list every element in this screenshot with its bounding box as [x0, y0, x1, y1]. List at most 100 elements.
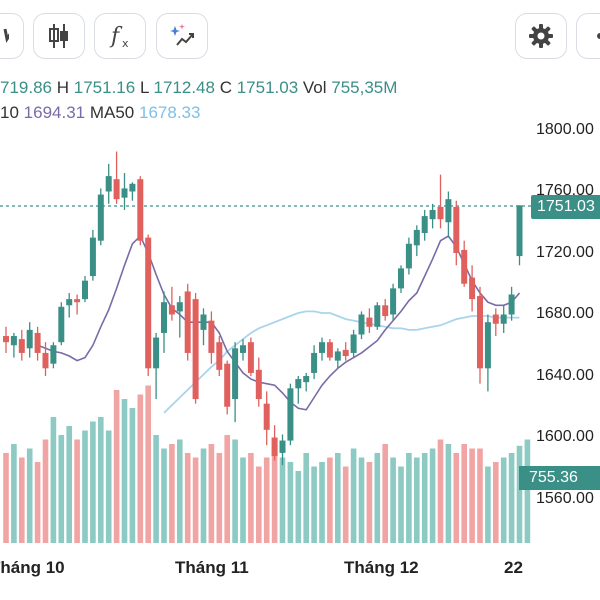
candle-body	[303, 376, 310, 383]
candle-body	[113, 179, 120, 200]
volume-bar	[240, 457, 246, 543]
volume-bar	[508, 453, 515, 543]
volume-bar	[232, 439, 238, 543]
candle-body	[34, 332, 41, 353]
volume-bar	[216, 453, 223, 543]
volume-bar	[169, 444, 175, 543]
candle-body	[137, 179, 144, 241]
candle-body	[508, 294, 515, 315]
volume-bar	[398, 466, 404, 543]
x-tick-label: Tháng 11	[175, 558, 249, 577]
candle-body	[492, 314, 499, 324]
candle-body	[350, 334, 357, 353]
candle-body	[374, 305, 381, 327]
candle-body	[42, 352, 49, 369]
magic-button[interactable]	[156, 13, 208, 59]
volume-bar	[192, 457, 199, 543]
volume-bar	[437, 439, 444, 543]
candle-body	[500, 314, 507, 324]
volume-bar	[516, 445, 523, 543]
ma-legend: 10 1694.31 MA50 1678.33	[0, 103, 200, 123]
volume-bar	[485, 466, 491, 543]
candle-body	[311, 352, 318, 373]
x-tick-label: 22	[504, 558, 523, 577]
ma10-value: 1694.31	[23, 103, 86, 122]
volume-bar	[445, 444, 452, 543]
volume-bar	[26, 448, 33, 543]
volume-bar	[319, 462, 325, 543]
candle-body	[82, 280, 88, 300]
gear-icon	[529, 24, 553, 48]
high-label: H	[56, 78, 70, 97]
candle-body	[319, 342, 325, 353]
y-tick-label: 1640.00	[536, 367, 594, 384]
volume-bar	[477, 448, 483, 543]
candle-body	[421, 216, 428, 234]
volume-bar	[248, 453, 254, 543]
volume-bar	[414, 457, 420, 543]
settings-button[interactable]	[515, 13, 567, 59]
volume-bar	[524, 439, 531, 543]
candle-body	[382, 305, 389, 317]
volume-bar	[295, 471, 302, 543]
candle-body	[247, 342, 254, 373]
volume-bar	[327, 457, 333, 543]
volume-bar	[3, 453, 9, 543]
candle-body	[89, 237, 96, 277]
volume-bar	[342, 466, 349, 543]
candle-body	[390, 288, 397, 315]
candle-body	[232, 348, 239, 400]
candle-body	[26, 329, 33, 349]
volume-bar	[184, 453, 191, 543]
chart-type-icon	[3, 28, 9, 43]
candle-body	[469, 277, 476, 300]
chart-type-button[interactable]	[0, 13, 24, 59]
ma50-value: 1678.33	[139, 103, 201, 122]
volume-bar	[224, 435, 230, 543]
volume-bar	[66, 426, 72, 543]
candle-body	[18, 339, 25, 353]
volume-bar	[113, 390, 120, 543]
volume-bar	[453, 453, 460, 543]
ma50-label: MA50	[89, 103, 135, 122]
y-tick-label: 1760.00	[536, 182, 594, 199]
candle-body	[74, 299, 81, 303]
ma10-label: 10	[0, 103, 19, 122]
candle-body	[477, 296, 483, 369]
candle-body	[398, 268, 404, 289]
candle-body	[358, 314, 365, 335]
volume-bar	[161, 448, 167, 543]
candle-body	[216, 342, 223, 370]
candle-body	[295, 379, 302, 389]
volume-bar	[406, 453, 412, 543]
y-tick-label: 1560.00	[536, 490, 594, 507]
volume-bar	[19, 457, 25, 543]
ma50-line	[163, 310, 520, 414]
volume-bar	[469, 448, 475, 543]
candle-body	[97, 194, 104, 241]
more-button[interactable]	[576, 13, 600, 59]
volume-bar	[153, 435, 159, 543]
candle-body	[445, 199, 452, 223]
candle-body	[10, 336, 17, 346]
volume-bar	[374, 453, 381, 543]
candle-body	[279, 440, 286, 453]
low-value: 1712.48	[153, 78, 215, 97]
candle-body	[334, 351, 341, 361]
candlestick-button[interactable]	[33, 13, 85, 59]
candle-body	[66, 299, 73, 306]
volume-bar	[335, 453, 341, 543]
volume-bar	[208, 444, 215, 543]
volume-value: 755,35M	[331, 78, 398, 97]
volume-bar	[271, 439, 278, 543]
volume-bar	[303, 453, 309, 543]
volume-bar	[461, 444, 467, 543]
candle-body	[453, 206, 460, 253]
volume-bar	[311, 466, 317, 543]
candle-body	[153, 337, 160, 369]
candle-body	[145, 237, 152, 369]
volume-bar	[34, 462, 41, 543]
